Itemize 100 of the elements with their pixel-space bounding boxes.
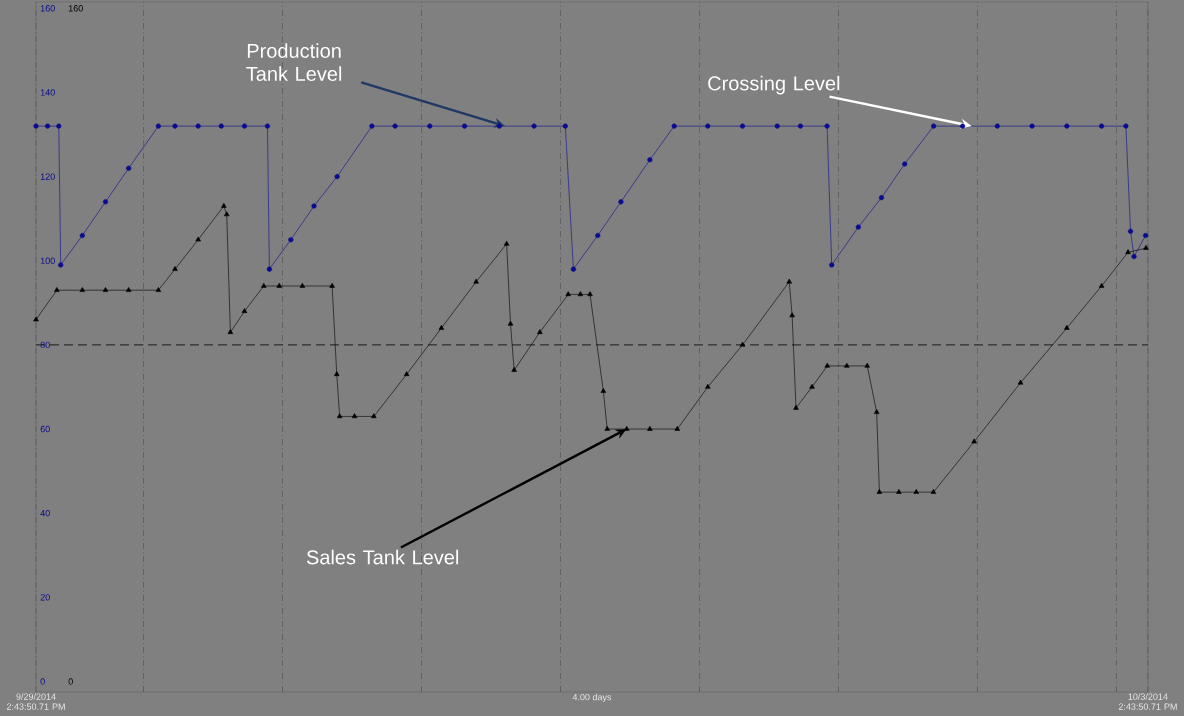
point xyxy=(266,266,272,272)
point xyxy=(427,123,433,129)
point xyxy=(241,308,248,313)
y-tick-label: 20 xyxy=(40,594,50,601)
point xyxy=(896,489,902,494)
point xyxy=(126,165,132,171)
point xyxy=(537,329,543,334)
point xyxy=(438,324,445,330)
point xyxy=(739,123,746,129)
point xyxy=(876,489,883,494)
point xyxy=(329,282,335,288)
point xyxy=(824,362,830,368)
point xyxy=(102,287,109,292)
point xyxy=(276,282,282,288)
point xyxy=(844,362,850,368)
point xyxy=(155,287,162,292)
point xyxy=(264,123,271,129)
point xyxy=(44,123,51,129)
y-tick-label: 160 xyxy=(40,5,55,12)
point xyxy=(33,316,39,322)
point xyxy=(600,388,607,393)
point xyxy=(369,123,375,129)
point xyxy=(565,291,571,297)
point xyxy=(604,425,610,431)
point xyxy=(299,282,306,288)
point xyxy=(1127,228,1134,234)
y-tick-label: 100 xyxy=(40,257,55,264)
point xyxy=(902,161,908,167)
point xyxy=(195,123,201,129)
annotation: Crossing Level xyxy=(708,75,840,95)
point xyxy=(403,371,410,377)
point xyxy=(224,211,230,217)
point xyxy=(913,489,919,494)
y-tick-label: 80 xyxy=(40,341,50,349)
point xyxy=(774,123,780,129)
point xyxy=(705,383,711,389)
point xyxy=(1098,282,1105,288)
point xyxy=(959,123,966,129)
x-tick-label: 10/3/2014 2:43:50.71 PM xyxy=(1118,693,1177,710)
point xyxy=(58,262,64,268)
point xyxy=(786,278,792,284)
point xyxy=(503,240,510,246)
point xyxy=(102,199,109,205)
point xyxy=(1098,123,1105,129)
y2-tick-label: 160 xyxy=(68,5,83,12)
point xyxy=(241,123,248,129)
point xyxy=(1142,232,1149,239)
point xyxy=(789,312,795,318)
point xyxy=(570,266,577,272)
point xyxy=(855,224,861,230)
point xyxy=(461,123,468,129)
point xyxy=(1131,253,1137,260)
point xyxy=(562,123,568,129)
y-tick-label: 120 xyxy=(40,173,55,180)
point xyxy=(496,123,502,129)
point xyxy=(511,367,517,372)
point xyxy=(288,237,294,243)
point xyxy=(587,291,593,297)
point xyxy=(33,123,39,129)
point xyxy=(864,362,870,368)
point xyxy=(931,123,937,129)
point xyxy=(930,489,937,494)
point xyxy=(797,123,804,129)
point xyxy=(261,282,267,288)
point xyxy=(1064,123,1070,129)
point xyxy=(705,123,711,129)
point xyxy=(507,320,514,326)
point xyxy=(195,236,201,242)
point xyxy=(334,371,340,377)
point xyxy=(647,157,653,163)
y-tick-label: 40 xyxy=(40,510,50,517)
point xyxy=(1029,123,1035,129)
x-axis-title: 4.00 days xyxy=(572,693,612,703)
point xyxy=(172,123,178,129)
point xyxy=(971,438,977,444)
point xyxy=(155,123,161,129)
point xyxy=(577,291,584,297)
point xyxy=(829,262,835,268)
point xyxy=(1017,379,1024,385)
point xyxy=(1123,123,1129,129)
point xyxy=(824,123,830,129)
y2-tick-label: 0 xyxy=(68,678,73,685)
y-tick-label: 140 xyxy=(40,89,55,96)
point xyxy=(334,174,340,180)
y-tick-label: 0 xyxy=(40,678,45,685)
point xyxy=(79,232,85,239)
point xyxy=(878,195,885,201)
annotation: Sales Tank Level xyxy=(306,549,459,565)
x-tick-label: 9/29/2014 2:43:50.71 PM xyxy=(6,693,65,710)
point xyxy=(618,199,624,205)
annotation: Production Tank Level xyxy=(246,43,342,81)
point xyxy=(1143,245,1149,250)
point xyxy=(994,123,1000,129)
point xyxy=(809,383,815,389)
point xyxy=(227,329,234,334)
point xyxy=(392,123,398,129)
y-tick-label: 60 xyxy=(40,425,50,433)
point xyxy=(1125,249,1131,255)
point xyxy=(56,123,62,129)
point xyxy=(311,203,317,209)
